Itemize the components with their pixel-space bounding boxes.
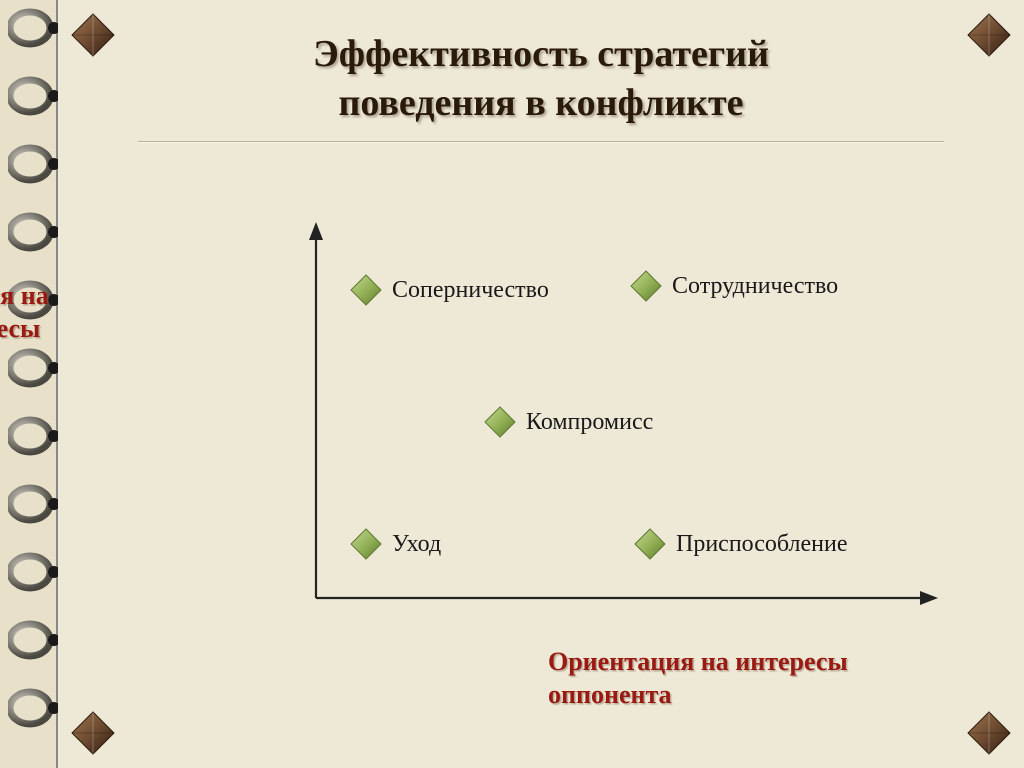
corner-diamond-icon bbox=[70, 710, 116, 756]
diamond-icon bbox=[634, 528, 666, 560]
spiral-ring bbox=[8, 212, 62, 252]
corner-diamond-icon bbox=[966, 12, 1012, 58]
spiral-ring bbox=[8, 484, 62, 524]
spiral-binding bbox=[0, 0, 58, 768]
title-line-1: Эффективность стратегий bbox=[313, 33, 769, 75]
title-line-2: поведения в конфликте bbox=[338, 82, 743, 124]
spiral-ring bbox=[8, 348, 62, 388]
x-axis-label: Ориентация на интересы оппонента bbox=[548, 646, 968, 711]
strategy-point-accommodation: Приспособление bbox=[634, 528, 848, 560]
spiral-ring bbox=[8, 688, 62, 728]
conflict-strategies-chart: Соперничество Сотрудничество Компр bbox=[288, 220, 948, 630]
slide-title: Эффективность стратегий поведения в конф… bbox=[98, 30, 984, 127]
diamond-icon bbox=[484, 406, 516, 438]
spiral-ring bbox=[8, 620, 62, 660]
corner-diamond-icon bbox=[70, 12, 116, 58]
slide: Эффективность стратегий поведения в конф… bbox=[0, 0, 1024, 768]
spiral-ring bbox=[8, 552, 62, 592]
spiral-ring bbox=[8, 76, 62, 116]
strategy-label: Компромисс bbox=[526, 409, 653, 436]
strategy-label: Соперничество bbox=[392, 277, 549, 304]
corner-diamond-icon bbox=[966, 710, 1012, 756]
y-axis-label: Ориентация на свои интересы bbox=[0, 280, 68, 345]
strategy-label: Приспособление bbox=[676, 531, 848, 558]
strategy-point-collaboration: Сотрудничество bbox=[630, 270, 838, 302]
strategy-label: Сотрудничество bbox=[672, 273, 838, 300]
title-underline bbox=[138, 141, 944, 142]
strategy-label: Уход bbox=[392, 531, 441, 558]
strategy-point-compromise: Компромисс bbox=[484, 406, 653, 438]
spiral-ring bbox=[8, 144, 62, 184]
diamond-icon bbox=[630, 270, 662, 302]
spiral-ring bbox=[8, 416, 62, 456]
slide-content: Эффективность стратегий поведения в конф… bbox=[58, 0, 1024, 768]
diamond-icon bbox=[350, 274, 382, 306]
strategy-point-competition: Соперничество bbox=[350, 274, 549, 306]
spiral-ring bbox=[8, 8, 62, 48]
diamond-icon bbox=[350, 528, 382, 560]
strategy-point-avoidance: Уход bbox=[350, 528, 441, 560]
